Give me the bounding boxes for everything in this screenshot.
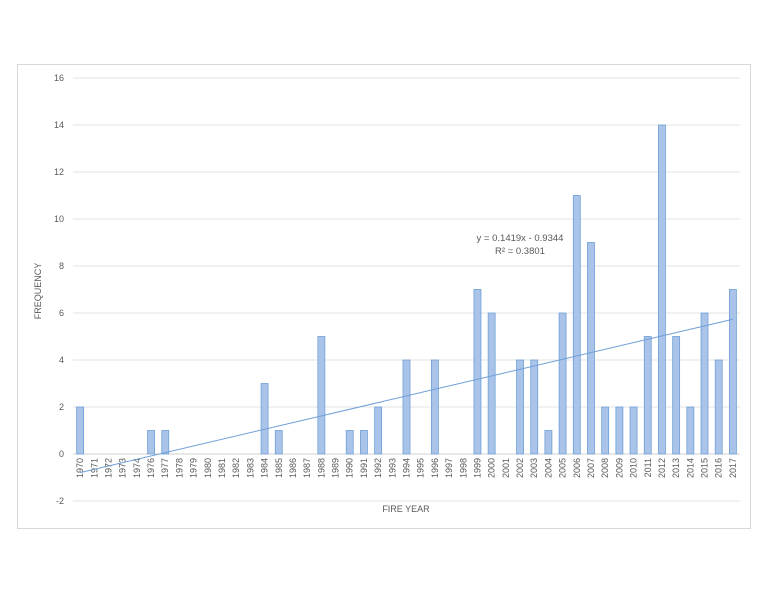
x-tick-label: 1989 xyxy=(331,458,341,478)
gridlines xyxy=(73,77,740,502)
y-tick-label: 4 xyxy=(59,355,64,365)
x-tick-label: 1970 xyxy=(75,458,85,478)
x-tick-labels: 1970 1971 1972 1973 1974 1976 1977 1978 1979 1980… xyxy=(75,458,738,478)
bar xyxy=(430,359,439,455)
x-tick-label: 1982 xyxy=(231,458,241,478)
x-tick-label: 2014 xyxy=(685,458,695,478)
x-axis-title: FIRE YEAR xyxy=(382,504,430,514)
x-tick-label: 1983 xyxy=(245,458,255,478)
x-tick-label: 1972 xyxy=(103,458,113,478)
bar xyxy=(700,312,709,455)
x-tick-label: 1971 xyxy=(89,458,99,478)
x-tick-label: 1987 xyxy=(302,458,312,478)
x-tick-label: 2017 xyxy=(728,458,738,478)
x-tick-label: 2008 xyxy=(600,458,610,478)
x-tick-label: 1985 xyxy=(274,458,284,478)
x-tick-label: 1974 xyxy=(132,458,142,478)
x-tick-label: 1996 xyxy=(430,458,440,478)
bars xyxy=(76,124,737,455)
x-tick-label: 2001 xyxy=(501,458,511,478)
trendline xyxy=(79,318,734,474)
x-tick-label: 1994 xyxy=(402,458,412,478)
x-tick-label: 2007 xyxy=(586,458,596,478)
y-tick-label: 8 xyxy=(59,261,64,271)
trendline-equation: y = 0.1419x - 0.9344 xyxy=(477,233,564,244)
x-tick-label: 1995 xyxy=(416,458,426,478)
x-tick-label: 1977 xyxy=(160,458,170,478)
y-tick-label: 14 xyxy=(54,120,64,130)
bar xyxy=(473,289,482,455)
bar xyxy=(601,406,610,455)
bar xyxy=(658,124,666,455)
bar xyxy=(558,312,567,455)
bar xyxy=(360,430,368,455)
x-tick-label: 1984 xyxy=(260,458,270,478)
trendline-r2: R² = 0.3801 xyxy=(495,246,545,257)
x-tick-label: 1997 xyxy=(444,458,454,478)
bar xyxy=(714,359,723,455)
bar xyxy=(147,430,155,455)
y-tick-labels: -2 0 2 4 6 8 10 12 14 16 xyxy=(54,73,64,506)
x-tick-label: 2012 xyxy=(657,458,667,478)
y-axis-title: FREQUENCY xyxy=(33,263,43,320)
bar-chart: -2 0 2 4 6 8 10 12 14 16 1970 1971 1972 1973 1974 1976… xyxy=(33,73,740,514)
x-tick-label: 1976 xyxy=(146,458,156,478)
chart-frame: -2 0 2 4 6 8 10 12 14 16 1970 1971 1972 1973 1974 1976… xyxy=(17,64,751,529)
x-tick-label: 1973 xyxy=(118,458,128,478)
bar xyxy=(643,336,652,455)
x-tick-label: 2016 xyxy=(714,458,724,478)
x-tick-label: 1988 xyxy=(316,458,326,478)
bar xyxy=(260,383,269,455)
bar xyxy=(516,359,524,455)
y-tick-label: 2 xyxy=(59,402,64,412)
x-tick-label: 2002 xyxy=(515,458,525,478)
bar xyxy=(615,406,624,455)
x-tick-label: 1978 xyxy=(174,458,184,478)
bar xyxy=(544,430,553,455)
x-tick-label: 1979 xyxy=(189,458,199,478)
y-tick-label: 10 xyxy=(54,214,64,224)
x-tick-label: 1991 xyxy=(359,458,369,478)
x-tick-label: 2004 xyxy=(543,458,553,478)
x-tick-label: 1993 xyxy=(387,458,397,478)
y-tick-label: 6 xyxy=(59,308,64,318)
bar xyxy=(317,336,326,455)
x-tick-label: 2015 xyxy=(700,458,710,478)
bar xyxy=(729,289,737,455)
x-tick-label: 1986 xyxy=(288,458,298,478)
bar xyxy=(76,406,84,455)
y-tick-label: 16 xyxy=(54,73,64,83)
bar xyxy=(686,406,695,455)
bar xyxy=(629,406,638,455)
bar xyxy=(587,242,595,455)
bar xyxy=(487,312,496,455)
x-tick-label: 1999 xyxy=(472,458,482,478)
bar xyxy=(374,406,383,455)
x-tick-label: 2000 xyxy=(487,458,497,478)
x-tick-label: 2003 xyxy=(529,458,539,478)
bar xyxy=(530,359,539,455)
x-tick-label: 2013 xyxy=(671,458,681,478)
bar xyxy=(345,430,354,455)
x-tick-label: 1990 xyxy=(345,458,355,478)
x-tick-label: 2010 xyxy=(629,458,639,478)
x-tick-label: 1981 xyxy=(217,458,227,478)
x-tick-label: 2006 xyxy=(572,458,582,478)
x-tick-label: 2011 xyxy=(643,458,653,477)
y-tick-label: -2 xyxy=(56,496,64,506)
bar xyxy=(402,359,411,455)
bar xyxy=(161,430,170,455)
x-tick-label: 1998 xyxy=(458,458,468,478)
y-tick-label: 0 xyxy=(59,449,64,459)
bar xyxy=(572,195,581,455)
bar xyxy=(274,430,283,455)
x-tick-label: 1992 xyxy=(373,458,383,478)
x-tick-label: 2005 xyxy=(558,458,568,478)
x-tick-label: 2009 xyxy=(614,458,624,478)
y-tick-label: 12 xyxy=(54,167,64,177)
bar xyxy=(672,336,681,455)
x-tick-label: 1980 xyxy=(203,458,213,478)
